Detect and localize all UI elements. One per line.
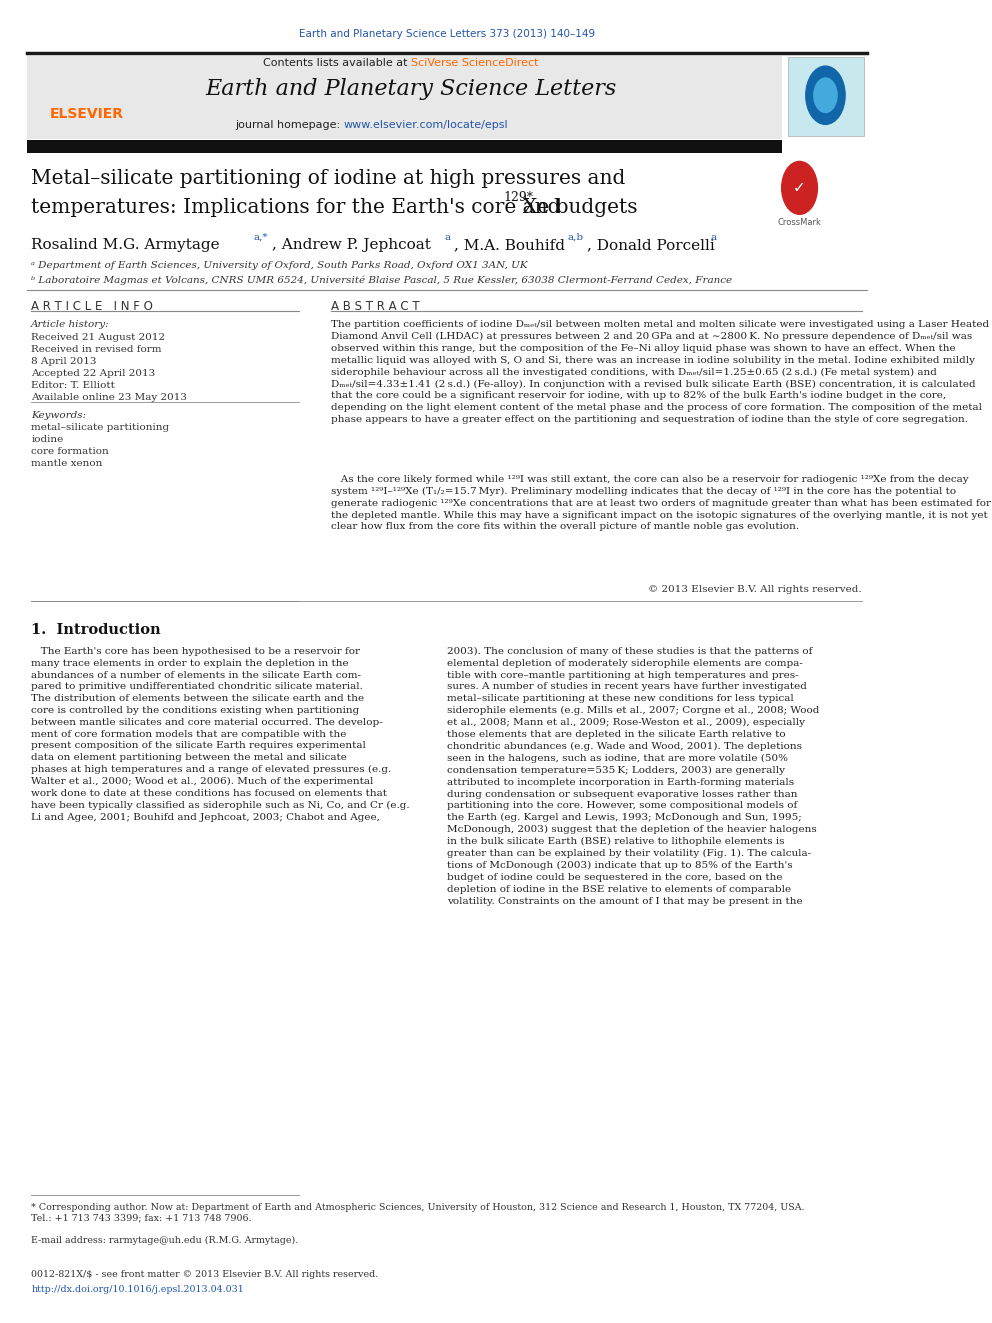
- Text: 1.  Introduction: 1. Introduction: [32, 623, 161, 638]
- Text: iodine: iodine: [32, 435, 63, 445]
- Text: Xe budgets: Xe budgets: [524, 198, 638, 217]
- Text: a,*: a,*: [254, 233, 268, 242]
- Text: a: a: [444, 233, 451, 242]
- Text: E-mail address: rarmytage@uh.edu (R.M.G. Armytage).: E-mail address: rarmytage@uh.edu (R.M.G.…: [32, 1236, 299, 1245]
- Text: Received in revised form: Received in revised form: [32, 345, 162, 355]
- Text: ᵃ Department of Earth Sciences, University of Oxford, South Parks Road, Oxford O: ᵃ Department of Earth Sciences, Universi…: [32, 261, 528, 270]
- Text: http://dx.doi.org/10.1016/j.epsl.2013.04.031: http://dx.doi.org/10.1016/j.epsl.2013.04…: [32, 1285, 244, 1294]
- Text: a: a: [710, 233, 716, 242]
- Bar: [27, 56, 782, 139]
- Text: Contents lists available at: Contents lists available at: [263, 58, 411, 69]
- Text: CrossMark: CrossMark: [778, 218, 821, 228]
- Text: ✓: ✓: [794, 180, 806, 196]
- Text: Rosalind M.G. Armytage: Rosalind M.G. Armytage: [32, 238, 225, 253]
- Text: Received 21 August 2012: Received 21 August 2012: [32, 333, 166, 343]
- Text: Metal–silicate partitioning of iodine at high pressures and: Metal–silicate partitioning of iodine at…: [32, 169, 626, 188]
- Text: journal homepage:: journal homepage:: [235, 120, 344, 131]
- Text: A R T I C L E   I N F O: A R T I C L E I N F O: [32, 300, 153, 314]
- Text: core formation: core formation: [32, 447, 109, 456]
- Text: Earth and Planetary Science Letters: Earth and Planetary Science Letters: [205, 78, 617, 101]
- Text: SciVerse ScienceDirect: SciVerse ScienceDirect: [411, 58, 539, 69]
- Text: metal–silicate partitioning: metal–silicate partitioning: [32, 423, 170, 433]
- Text: , M.A. Bouhifd: , M.A. Bouhifd: [453, 238, 569, 253]
- Text: Accepted 22 April 2013: Accepted 22 April 2013: [32, 369, 156, 378]
- Text: 129*: 129*: [503, 191, 533, 204]
- Text: © 2013 Elsevier B.V. All rights reserved.: © 2013 Elsevier B.V. All rights reserved…: [649, 585, 862, 594]
- Text: Available online 23 May 2013: Available online 23 May 2013: [32, 393, 187, 402]
- Text: Earth and Planetary Science Letters 373 (2013) 140–149: Earth and Planetary Science Letters 373 …: [299, 29, 595, 40]
- Text: Editor: T. Elliott: Editor: T. Elliott: [32, 381, 115, 390]
- Text: a,b: a,b: [567, 233, 583, 242]
- Text: www.elsevier.com/locate/epsl: www.elsevier.com/locate/epsl: [344, 120, 509, 131]
- Text: Article history:: Article history:: [32, 320, 110, 329]
- Text: ᵇ Laboratoire Magmas et Volcans, CNRS UMR 6524, Université Blaise Pascal, 5 Rue : ᵇ Laboratoire Magmas et Volcans, CNRS UM…: [32, 275, 732, 284]
- Text: 0012-821X/$ - see front matter © 2013 Elsevier B.V. All rights reserved.: 0012-821X/$ - see front matter © 2013 El…: [32, 1270, 379, 1279]
- Text: , Andrew P. Jephcoat: , Andrew P. Jephcoat: [273, 238, 436, 253]
- Text: * Corresponding author. Now at: Department of Earth and Atmospheric Sciences, Un: * Corresponding author. Now at: Departme…: [32, 1203, 805, 1222]
- Circle shape: [782, 161, 817, 214]
- Text: The Earth's core has been hypothesised to be a reservoir for
many trace elements: The Earth's core has been hypothesised t…: [32, 647, 410, 822]
- Text: A B S T R A C T: A B S T R A C T: [330, 300, 420, 314]
- Text: As the core likely formed while ¹²⁹I was still extant, the core can also be a re: As the core likely formed while ¹²⁹I was…: [330, 475, 991, 532]
- Text: temperatures: Implications for the Earth's core and: temperatures: Implications for the Earth…: [32, 198, 567, 217]
- Text: mantle xenon: mantle xenon: [32, 459, 102, 468]
- Bar: [27, 140, 782, 153]
- Text: Keywords:: Keywords:: [32, 411, 86, 421]
- Text: The partition coefficients of iodine Dₘₑₜ/sil between molten metal and molten si: The partition coefficients of iodine Dₘₑ…: [330, 320, 989, 425]
- Circle shape: [806, 66, 845, 124]
- Text: 8 April 2013: 8 April 2013: [32, 357, 97, 366]
- Text: 2003). The conclusion of many of these studies is that the patterns of
elemental: 2003). The conclusion of many of these s…: [446, 647, 819, 906]
- Bar: [788, 57, 864, 136]
- Text: ELSEVIER: ELSEVIER: [50, 107, 124, 120]
- Circle shape: [813, 78, 837, 112]
- Text: , Donald Porcelli: , Donald Porcelli: [587, 238, 719, 253]
